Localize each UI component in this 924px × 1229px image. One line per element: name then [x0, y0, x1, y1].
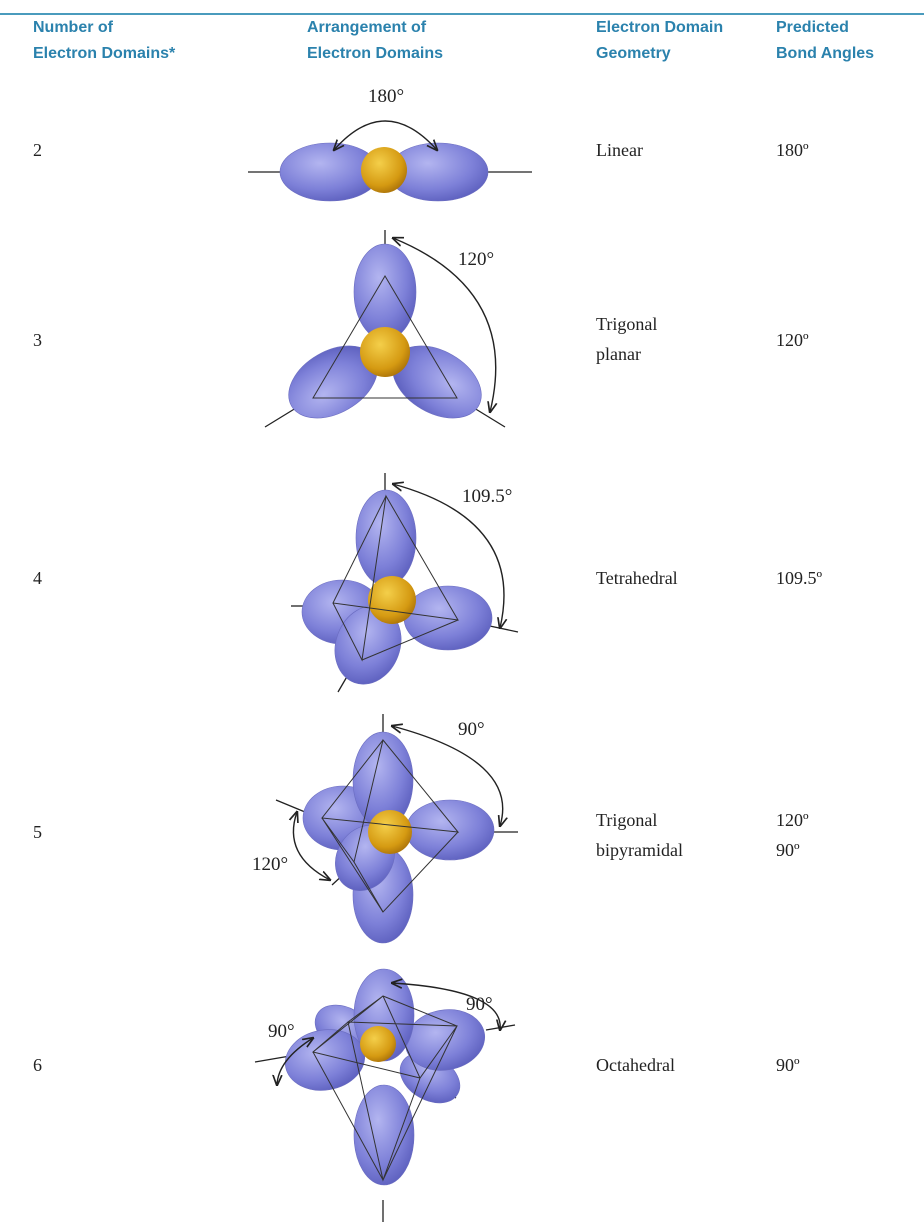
geometry: bipyramidal — [596, 840, 683, 860]
domain-count: 5 — [33, 822, 42, 842]
row: 6 90° 90° Octahedral 90º — [33, 968, 800, 1222]
bipyramidal-diagram: 90° 120° — [252, 714, 518, 944]
angle-label: 120° — [458, 249, 494, 270]
tetrahedral-diagram: 109.5° — [291, 473, 519, 693]
angle-label: 90° — [466, 994, 493, 1015]
geometry: Octahedral — [596, 1055, 675, 1075]
geometry: Trigonal — [596, 314, 657, 334]
angle-label: 180° — [368, 86, 404, 107]
header-cell: Predicted — [776, 19, 849, 36]
row: 3 120° Trigonal planar 120º — [33, 230, 809, 428]
header: Number of Electron Domains* Arrangement … — [33, 19, 874, 62]
row: 4 109.5° Tetrahedral 109.5º — [33, 473, 823, 693]
domain-count: 6 — [33, 1055, 42, 1075]
angle-label: 120° — [252, 854, 288, 875]
angle-label: 109.5° — [462, 486, 512, 507]
angle-label: 90° — [458, 719, 485, 740]
linear-diagram: 180° — [248, 86, 532, 202]
header-cell: Electron Domains* — [33, 45, 176, 62]
header-cell: Geometry — [596, 45, 671, 62]
domain-count: 4 — [33, 568, 42, 588]
header-cell: Number of — [33, 19, 114, 36]
bond-angle: 109.5º — [776, 568, 823, 588]
header-cell: Bond Angles — [776, 45, 874, 62]
domain-count: 3 — [33, 330, 42, 350]
geometry: Tetrahedral — [596, 568, 678, 588]
trigonal-diagram: 120° — [264, 230, 506, 428]
bond-angle: 180º — [776, 140, 809, 160]
geometry: Linear — [596, 140, 643, 160]
row: 5 90° 120° Trigonal bipyramidal 120º 90º — [33, 714, 809, 944]
bond-angle: 90º — [776, 1055, 800, 1075]
angle-label: 90° — [268, 1021, 295, 1042]
domain-count: 2 — [33, 140, 42, 160]
geometry: planar — [596, 344, 641, 364]
row: 2 180° Linear 180º — [33, 86, 809, 202]
bond-angle: 120º — [776, 810, 809, 830]
geometry: Trigonal — [596, 810, 657, 830]
bond-angle: 120º — [776, 330, 809, 350]
header-cell: Electron Domains — [307, 45, 443, 62]
octahedral-diagram: 90° 90° — [254, 968, 516, 1222]
header-cell: Arrangement of — [307, 19, 427, 36]
header-cell: Electron Domain — [596, 19, 723, 36]
bond-angle: 90º — [776, 840, 800, 860]
